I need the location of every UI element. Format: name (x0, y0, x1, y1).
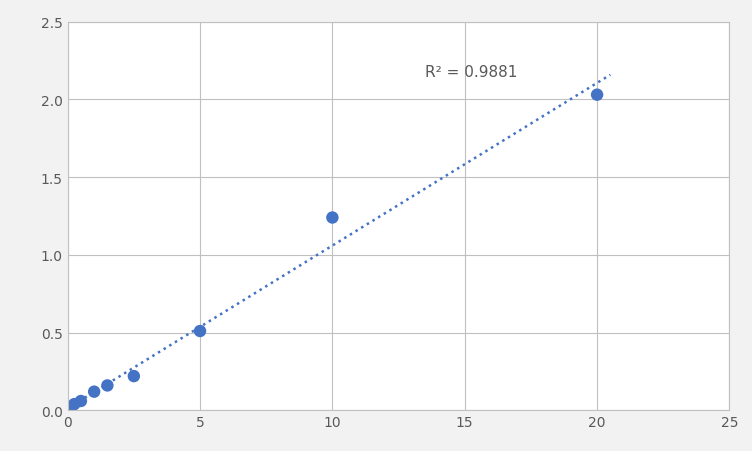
Point (128, 373, 140, 380)
Point (65, 404, 77, 411)
Point (68, 400, 80, 408)
Text: R² = 0.9881: R² = 0.9881 (425, 64, 517, 80)
Point (326, 214, 338, 221)
Point (88, 388, 100, 396)
Point (591, 92, 603, 99)
Point (75, 397, 87, 405)
Point (194, 328, 206, 335)
Point (102, 382, 114, 389)
Point (62, 405, 74, 413)
